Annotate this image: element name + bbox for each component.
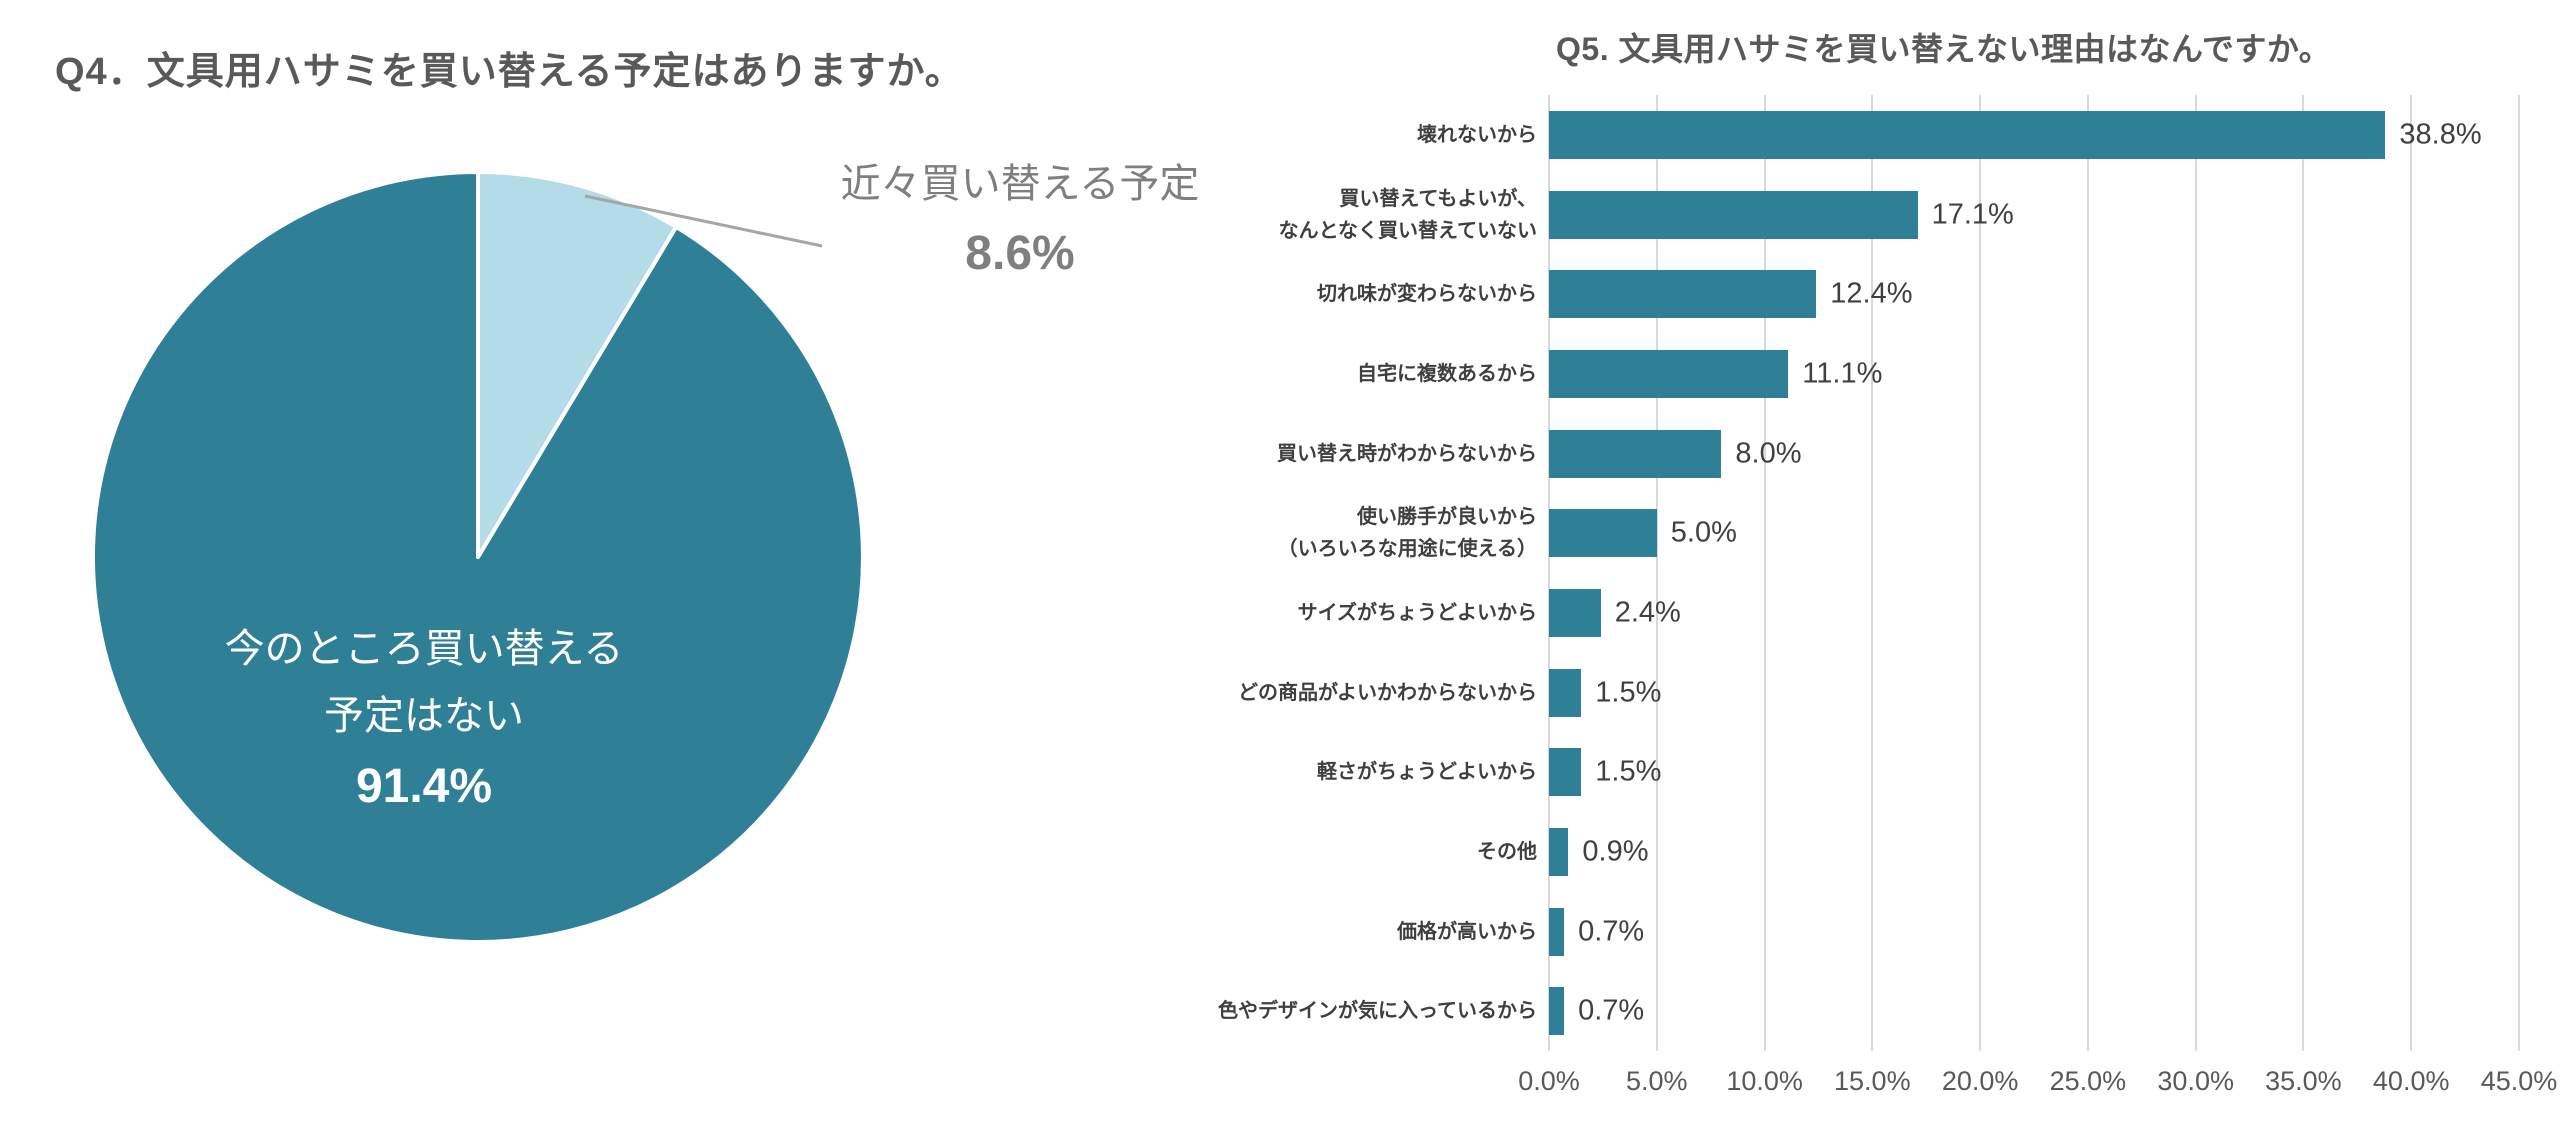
x-tick-45.0%: 45.0%	[2480, 1066, 2558, 1096]
x-tick-20.0%: 20.0%	[1941, 1066, 2019, 1096]
category-label-3: 自宅に複数あるから	[1357, 358, 1537, 390]
x-tick-40.0%: 40.0%	[2372, 1066, 2450, 1096]
q4-title: Q4．文具用ハサミを買い替える予定はありますか。	[55, 51, 964, 93]
category-label-8: 軽さがちょうどよいから	[1317, 756, 1537, 788]
pie-minority-callout: 近々買い替える予定 8.6%	[790, 156, 1250, 296]
x-tick-15.0%: 15.0%	[1834, 1066, 1911, 1096]
category-label-line: 使い勝手が良いから	[1357, 506, 1537, 529]
category-label-line: 軽さがちょうどよいから	[1317, 761, 1537, 784]
category-label-7: どの商品がよいかわからないから	[1238, 677, 1537, 709]
category-label-line: その他	[1477, 840, 1537, 863]
x-tick-30.0%: 30.0%	[2157, 1066, 2234, 1096]
bar-value-label-0: 38.8%	[2399, 118, 2482, 151]
gridline-20.0%	[1979, 95, 1982, 1051]
category-label-line: なんとなく買い替えていない	[1278, 219, 1537, 242]
gridline-30.0%	[2194, 95, 2197, 1051]
q5-bar-chart: 38.8% 17.1% 12.4% 11.1% 8.0% 5.0% 2.4% 1.5% 1.5%…	[1548, 95, 2520, 1051]
category-label-1: 買い替えてもよいが、なんとなく買い替えていない	[1279, 183, 1537, 247]
category-label-line: 買い替え時がわからないから	[1277, 442, 1537, 465]
category-label-line: 買い替えてもよいが、	[1339, 187, 1537, 210]
category-label-9: その他	[1477, 836, 1537, 868]
pie-majority-label: 今のところ買い替える 予定はない 91.4%	[164, 616, 684, 824]
category-label-0: 壊れないから	[1417, 119, 1537, 151]
gridline-45.0%	[2518, 95, 2520, 1051]
bar-value-label-3: 11.1%	[1802, 357, 1883, 390]
gridline-10.0%	[1763, 95, 1766, 1051]
category-label-11: 色やデザインが気に入っているから	[1218, 995, 1537, 1027]
gridline-25.0%	[2086, 95, 2089, 1051]
bar-3	[1549, 349, 1789, 398]
pie-majority-percentage: 91.4%	[355, 760, 493, 813]
category-label-line: 色やデザインが気に入っているから	[1218, 1000, 1537, 1023]
pie-minority-label: 近々買い替える予定	[840, 162, 1200, 206]
category-label-line: 切れ味が変わらないから	[1317, 283, 1537, 306]
pie-majority-label-line2: 予定はない	[324, 694, 524, 738]
x-tick-5.0%: 5.0%	[1626, 1066, 1688, 1096]
bar-11	[1549, 987, 1565, 1036]
category-label-5: 使い勝手が良いから （いろいろな用途に使える）	[1278, 501, 1537, 565]
gridline-40.0%	[2410, 95, 2413, 1051]
bar-value-label-2: 12.4%	[1830, 277, 1913, 310]
bar-6	[1549, 588, 1601, 637]
bar-10	[1549, 907, 1565, 956]
gridline-5.0%	[1655, 95, 1658, 1051]
category-label-2: 切れ味が変わらないから	[1317, 278, 1537, 310]
category-label-line: どの商品がよいかわからないから	[1238, 681, 1537, 704]
gridline-15.0%	[1871, 95, 1874, 1051]
category-label-10: 価格が高いから	[1397, 916, 1537, 948]
q4-pie-chart	[90, 170, 865, 944]
bar-9	[1549, 827, 1569, 876]
bar-value-label-7: 1.5%	[1595, 676, 1662, 708]
bar-8	[1549, 748, 1582, 797]
bar-7	[1549, 668, 1582, 717]
x-tick-0.0%: 0.0%	[1518, 1066, 1580, 1096]
pie-majority-label-line1: 今のところ買い替える	[224, 627, 624, 671]
pie-minority-percentage: 8.6%	[965, 227, 1075, 280]
category-label-line: 壊れないから	[1417, 123, 1537, 146]
bar-value-label-5: 5.0%	[1670, 516, 1737, 549]
bar-5	[1549, 509, 1657, 558]
bar-value-label-9: 0.9%	[1582, 835, 1649, 868]
bar-4	[1549, 429, 1722, 478]
x-tick-25.0%: 25.0%	[2049, 1066, 2127, 1096]
bar-0	[1549, 110, 2386, 159]
bar-value-label-8: 1.5%	[1595, 755, 1662, 788]
x-tick-35.0%: 35.0%	[2265, 1066, 2342, 1096]
bar-value-label-11: 0.7%	[1578, 994, 1645, 1027]
bar-value-label-1: 17.1%	[1931, 198, 2014, 230]
bar-1	[1549, 190, 1918, 239]
x-tick-10.0%: 10.0%	[1726, 1066, 1803, 1096]
gridline-0.0%	[1548, 95, 1550, 1051]
category-label-line: 価格が高いから	[1397, 920, 1537, 943]
q5-title: Q5. 文具用ハサミを買い替えない理由はなんですか。	[1556, 31, 2332, 67]
category-label-6: サイズがちょうどよいから	[1298, 597, 1537, 629]
category-label-line: サイズがちょうどよいから	[1297, 601, 1537, 624]
bar-value-label-10: 0.7%	[1578, 915, 1645, 947]
pie-slice-minority	[476, 170, 679, 559]
category-label-line: （いろいろな用途に使える）	[1277, 538, 1537, 561]
gridline-35.0%	[2302, 95, 2305, 1051]
bar-value-label-4: 8.0%	[1735, 437, 1802, 469]
bar-2	[1549, 270, 1817, 319]
bar-value-label-6: 2.4%	[1614, 596, 1681, 629]
category-label-4: 買い替え時がわからないから	[1277, 438, 1537, 470]
pie-callout-leader-line	[584, 194, 823, 248]
category-label-line: 自宅に複数あるから	[1357, 362, 1537, 385]
